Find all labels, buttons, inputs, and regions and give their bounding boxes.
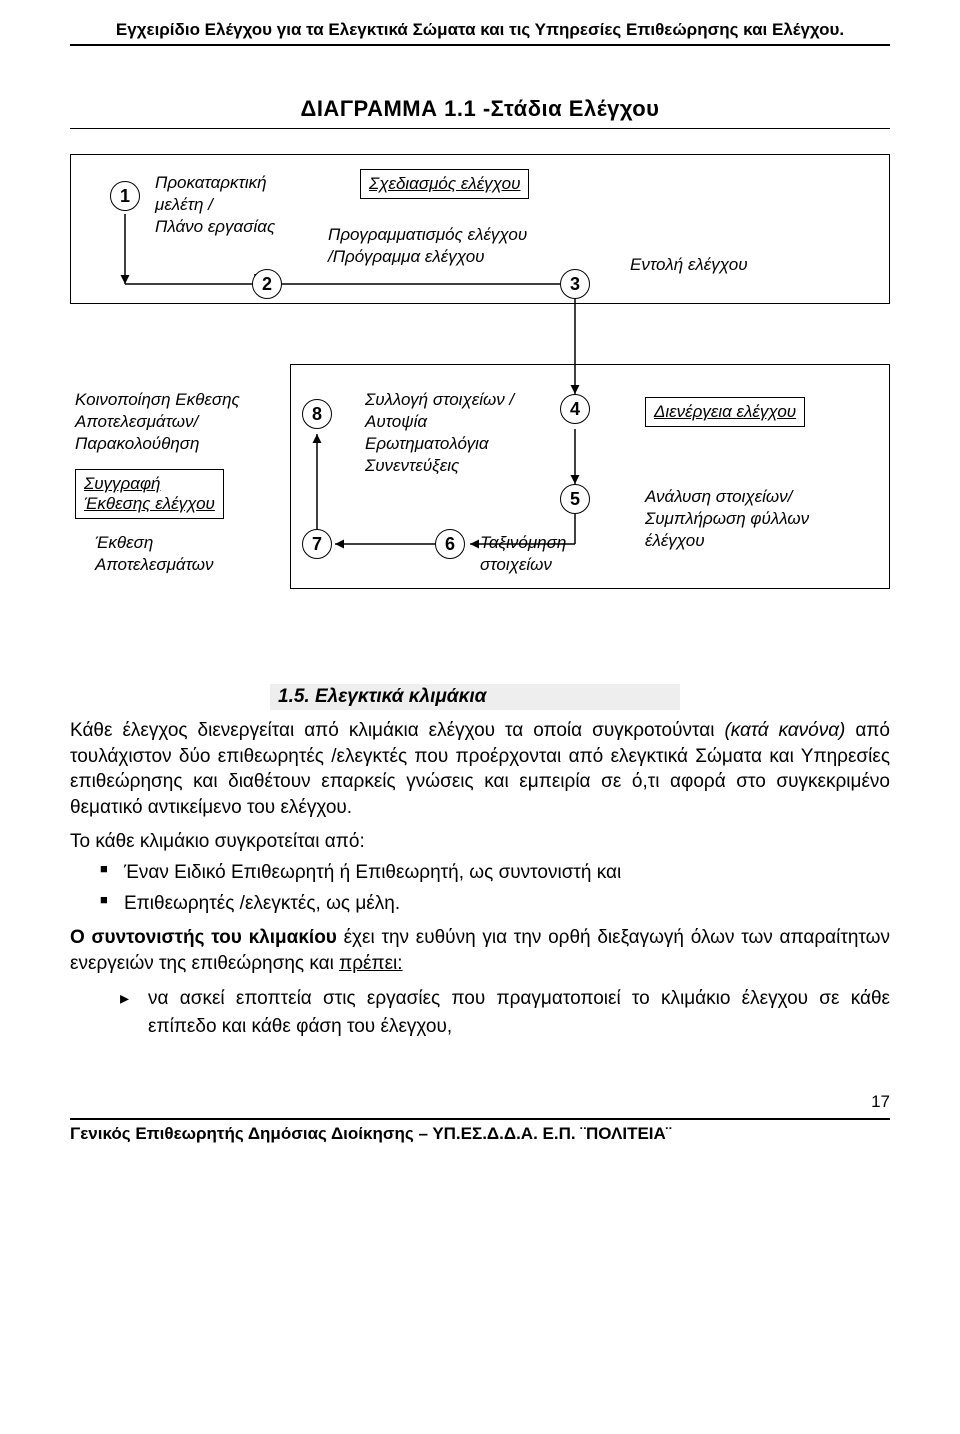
flow-node-7: 7 <box>302 529 332 559</box>
txt: Ανάλυση στοιχείων/ <box>645 487 792 506</box>
txt: Έκθεση <box>95 533 153 552</box>
txt: Συλλογή στοιχείων / <box>365 390 514 409</box>
txt: Αποτελεσμάτων <box>95 555 214 574</box>
txt: μελέτη / <box>155 195 213 214</box>
txt: στοιχείων <box>480 555 552 574</box>
txt: Κοινοποίηση Εκθεσης <box>75 390 240 409</box>
txt: Αποτελεσμάτων/ <box>75 412 198 431</box>
paragraph-3: Ο συντονιστής του κλιμακίου έχει την ευθ… <box>70 925 890 976</box>
box-syggrafi: Συγγραφή Έκθεσης ελέγχου <box>75 469 224 519</box>
label-node8: Κοινοποίηση Εκθεσης Αποτελεσμάτων/ Παρακ… <box>75 389 240 455</box>
flow-node-1: 1 <box>110 181 140 211</box>
label-node4: Συλλογή στοιχείων / Αυτοψία Ερωτηματολόγ… <box>365 389 514 477</box>
list-item: Έναν Ειδικό Επιθεωρητή ή Επιθεωρητή, ως … <box>100 860 890 887</box>
label-node7: Έκθεση Αποτελεσμάτων <box>95 532 214 576</box>
flow-node-8: 8 <box>302 399 332 429</box>
flow-node-5: 5 <box>560 484 590 514</box>
label-node1: Προκαταρκτική μελέτη / Πλάνο εργασίας <box>155 172 275 238</box>
paragraph-1: Κάθε έλεγχος διενεργείται από κλιμάκια ε… <box>70 718 890 821</box>
txt: έλέγχου <box>645 531 705 550</box>
txt: Συνεντεύξεις <box>365 456 459 475</box>
txt-italic: (κατά κανόνα) <box>724 720 845 741</box>
box-sxediasmos: Σχεδιασμός ελέγχου <box>360 169 529 199</box>
diagram-rule <box>70 128 890 129</box>
txt: Πλάνο εργασίας <box>155 217 275 236</box>
paragraph-2: Το κάθε κλιμάκιο συγκροτείται από: <box>70 829 890 855</box>
flow-node-6: 6 <box>435 529 465 559</box>
txt: Ταξινόμηση <box>480 533 566 552</box>
list-item: να ασκεί εποπτεία στις εργασίες που πραγ… <box>120 985 890 1042</box>
page-footer: Γενικός Επιθεωρητής Δημόσιας Διοίκησης –… <box>70 1118 890 1144</box>
label-node5: Ανάλυση στοιχείων/ Συμπλήρωση φύλλων έλέ… <box>645 486 809 552</box>
txt: Προκαταρκτική <box>155 173 267 192</box>
arrow-list: να ασκεί εποπτεία στις εργασίες που πραγ… <box>120 985 890 1042</box>
label-node3: Εντολή ελέγχου <box>630 254 748 276</box>
txt: Προγραμματισμός ελέγχου <box>328 225 527 244</box>
flow-node-2: 2 <box>252 269 282 299</box>
txt: Συμπλήρωση φύλλων <box>645 509 809 528</box>
txt-underline: πρέπει: <box>339 953 402 974</box>
txt-bold: Ο συντονιστής του κλιμακίου <box>70 927 337 948</box>
label-node2: Προγραμματισμός ελέγχου /Πρόγραμμα ελέγχ… <box>328 224 527 268</box>
section-heading-1-5: 1.5. Ελεγκτικά κλιμάκια <box>270 684 680 710</box>
txt: Συγγραφή <box>84 474 161 493</box>
flow-node-4: 4 <box>560 394 590 424</box>
txt: Αυτοψία <box>365 412 427 431</box>
label-node6: Ταξινόμηση στοιχείων <box>480 532 566 576</box>
txt: Έκθεσης ελέγχου <box>84 494 215 513</box>
flow-diagram: 1 2 3 4 5 6 7 8 Προκαταρκτική μελέτη / Π… <box>70 144 890 624</box>
page-number: 17 <box>70 1092 890 1112</box>
list-item: Επιθεωρητές /ελεγκτές, ως μέλη. <box>100 891 890 918</box>
txt: Ερωτηματολόγια <box>365 434 489 453</box>
bullet-list: Έναν Ειδικό Επιθεωρητή ή Επιθεωρητή, ως … <box>100 860 890 917</box>
txt: Παρακολούθηση <box>75 434 199 453</box>
box-dienergeia: Διενέργεια ελέγχου <box>645 397 805 427</box>
page: Εγχειρίδιο Ελέγχου για τα Ελεγκτικά Σώμα… <box>0 0 960 1164</box>
txt: /Πρόγραμμα ελέγχου <box>328 247 485 266</box>
diagram-title: ΔΙΑΓΡΑΜΜΑ 1.1 -Στάδια Ελέγχου <box>70 96 890 122</box>
flow-node-3: 3 <box>560 269 590 299</box>
txt: Κάθε έλεγχος διενεργείται από κλιμάκια ε… <box>70 720 724 741</box>
page-header: Εγχειρίδιο Ελέγχου για τα Ελεγκτικά Σώμα… <box>70 20 890 46</box>
